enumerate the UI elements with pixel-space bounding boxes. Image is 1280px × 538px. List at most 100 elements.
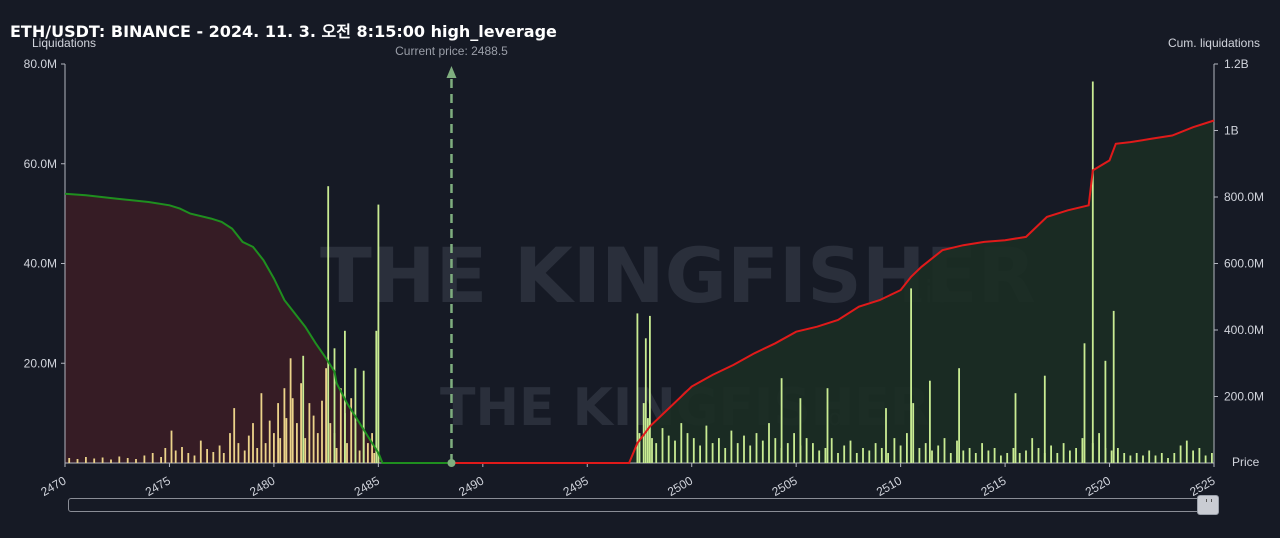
long-liquidation-bar: [1192, 450, 1194, 463]
short-liquidation-bar: [260, 393, 263, 463]
long-liquidation-bar: [968, 448, 971, 463]
short-liquidation-bar: [218, 445, 221, 463]
x-tick-label: 2495: [561, 473, 591, 499]
long-liquidation-bar: [912, 403, 915, 463]
long-liquidation-bar-tall: [910, 288, 912, 463]
x-tick-label: 2470: [38, 473, 68, 499]
long-liquidation-bar: [680, 423, 683, 463]
short-liquidation-bar-tall: [344, 330, 346, 463]
short-liquidation-bar: [143, 455, 146, 463]
short-liquidation-bar-tall: [327, 186, 330, 463]
short-liquidation-bar: [268, 420, 271, 463]
current-price-arrow: [446, 66, 457, 78]
short-liquidation-bar: [229, 433, 231, 463]
short-liquidation-bar: [181, 447, 183, 463]
short-liquidation-bar: [164, 448, 167, 463]
short-liquidation-bar: [329, 423, 332, 463]
x-tick-label: 2500: [665, 473, 695, 499]
cum-short-liquidation-line: [64, 192, 452, 464]
long-liquidation-bar: [1179, 445, 1182, 463]
short-liquidation-bar: [126, 458, 129, 463]
long-liquidation-bar: [651, 438, 653, 463]
long-liquidation-bar: [1173, 453, 1176, 463]
long-liquidation-bar-tall: [885, 408, 887, 463]
long-liquidation-bar-tall: [1043, 375, 1046, 463]
short-liquidation-bar: [193, 455, 196, 463]
long-liquidation-bar: [1031, 438, 1034, 463]
long-liquidation-bar: [1198, 448, 1201, 463]
right-tick-label: 600.0M: [1224, 257, 1264, 271]
short-liquidation-bar: [316, 433, 319, 463]
short-liquidation-bar: [243, 450, 246, 463]
long-liquidation-bar: [849, 440, 852, 463]
long-liquidation-bar: [893, 438, 896, 463]
right-tick-label: 800.0M: [1224, 190, 1264, 204]
left-tick-label: 80.0M: [24, 57, 57, 71]
short-liquidation-bar: [325, 368, 327, 463]
long-liquidation-bar: [705, 425, 708, 463]
long-liquidation-bar: [812, 443, 814, 463]
left-tick-label: 20.0M: [24, 356, 57, 370]
long-liquidation-bar: [647, 418, 649, 463]
short-liquidation-bar: [300, 383, 302, 463]
current-price-dot: [447, 459, 456, 467]
x-tick-label: 2485: [352, 473, 382, 499]
long-liquidation-bar: [1167, 458, 1169, 463]
long-liquidation-bar: [843, 445, 846, 463]
short-liquidation-bar: [135, 459, 137, 463]
long-liquidation-bar: [774, 438, 777, 463]
long-liquidation-bar: [993, 448, 996, 463]
long-liquidation-bar: [805, 438, 808, 463]
long-liquidation-bar: [1117, 448, 1119, 463]
long-liquidation-bar: [937, 445, 940, 463]
long-liquidation-bar-tall: [826, 388, 829, 463]
long-liquidation-bar: [862, 448, 864, 463]
long-liquidation-bar: [711, 443, 714, 463]
long-liquidation-bar: [924, 443, 927, 463]
x-tick-label: 2520: [1083, 473, 1113, 499]
short-liquidation-bar: [212, 452, 215, 463]
long-liquidation-bar: [918, 448, 921, 463]
long-liquidation-bar: [1129, 455, 1132, 463]
short-liquidation-bar: [312, 415, 315, 463]
long-liquidation-bar: [1110, 450, 1113, 463]
long-liquidation-bar: [1000, 455, 1002, 463]
chart-scrollbar[interactable]: [68, 495, 1219, 515]
x-tick-label: 2490: [456, 473, 486, 499]
scrollbar-handle[interactable]: [1197, 495, 1219, 515]
long-liquidation-bar: [730, 430, 733, 463]
long-liquidation-bar: [1050, 445, 1052, 463]
long-liquidation-bar-tall: [1104, 360, 1107, 463]
long-liquidation-bar-tall: [1091, 81, 1094, 463]
long-liquidation-bar-tall: [958, 368, 960, 463]
current-price-label: Current price: 2488.5: [395, 44, 508, 58]
long-liquidation-bar-tall: [780, 378, 783, 463]
cum-long-liquidation-line: [451, 119, 1215, 464]
long-liquidation-bar: [974, 453, 977, 463]
left-tick-label: 40.0M: [24, 257, 57, 271]
long-liquidation-bar: [931, 450, 933, 463]
long-liquidation-bar: [887, 453, 889, 463]
short-liquidation-bar-tall: [375, 330, 378, 463]
short-liquidation-bar: [222, 453, 225, 463]
long-liquidation-bar: [949, 453, 952, 463]
long-liquidation-bar: [1185, 440, 1188, 463]
long-liquidation-bar: [793, 433, 795, 463]
short-liquidation-bar-tall: [302, 355, 305, 463]
short-liquidation-bar: [85, 457, 87, 463]
short-liquidation-bar: [371, 433, 373, 463]
long-liquidation-bar: [943, 438, 946, 463]
long-liquidation-bar: [837, 453, 839, 463]
long-liquidation-bar: [1098, 433, 1100, 463]
right-tick-label: 200.0M: [1224, 390, 1264, 404]
right-tick-label: 1.2B: [1224, 57, 1249, 71]
long-liquidation-bar: [661, 428, 664, 463]
short-liquidation-bar: [283, 388, 286, 463]
long-liquidation-bar: [761, 440, 764, 463]
short-liquidation-bar: [118, 456, 121, 463]
long-liquidation-bar-tall: [799, 398, 802, 463]
long-liquidation-bar: [692, 438, 695, 463]
long-liquidation-bar: [855, 453, 858, 463]
x-tick-label: 2475: [143, 473, 173, 499]
